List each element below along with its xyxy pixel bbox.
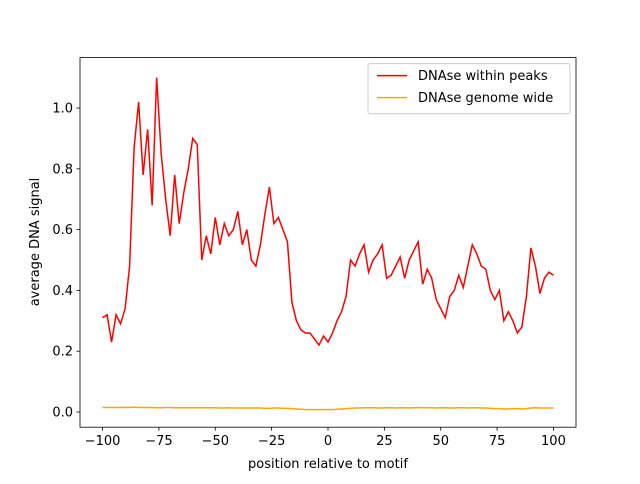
x-tick-label: 100 — [541, 434, 566, 449]
legend-box — [367, 63, 571, 115]
y-tick-label: 0.8 — [52, 162, 73, 177]
x-tick-label: 25 — [376, 434, 393, 449]
y-tick-label: 0.2 — [52, 345, 73, 360]
y-tick-label: 0.0 — [52, 406, 73, 421]
x-tick-label: −25 — [258, 434, 285, 449]
y-tick-label: 1.0 — [52, 102, 73, 117]
y-axis-label: average DNA signal — [28, 178, 43, 307]
axes-frame — [79, 57, 577, 428]
x-tick-label: 75 — [489, 434, 506, 449]
line-series — [102, 77, 554, 347]
line-series — [102, 406, 554, 411]
x-tick-label: −100 — [85, 434, 121, 449]
x-tick-label: −75 — [145, 434, 172, 449]
legend-label: DNAse within peaks — [418, 69, 548, 84]
y-tick-label: 0.4 — [52, 284, 73, 299]
x-tick-label: 0 — [324, 434, 332, 449]
legend-label: DNAse genome wide — [418, 91, 553, 106]
x-axis-label: position relative to motif — [248, 457, 408, 472]
x-tick-label: 50 — [432, 434, 449, 449]
x-tick-label: −50 — [202, 434, 229, 449]
y-tick-label: 0.6 — [52, 223, 73, 238]
